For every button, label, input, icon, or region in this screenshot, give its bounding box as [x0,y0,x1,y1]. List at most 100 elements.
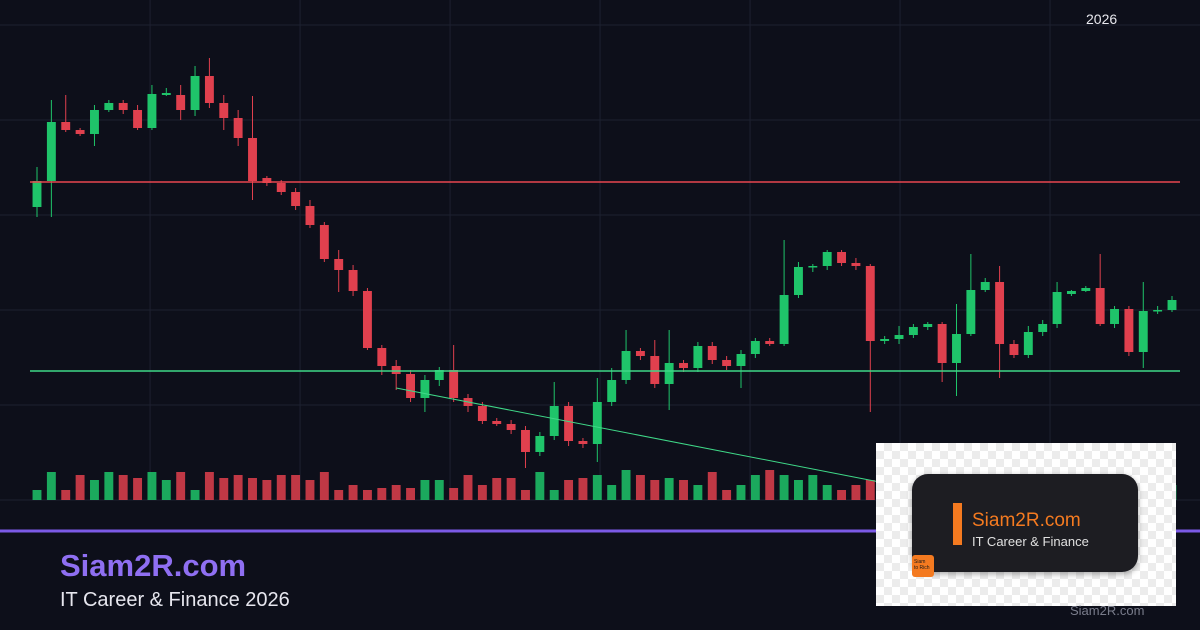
candle-body [779,295,789,344]
volume-bar [334,490,344,500]
candle-body [535,436,545,452]
volume-bar [837,490,847,500]
candle-body [880,339,890,341]
candle-body [276,183,286,192]
candle-body [707,346,717,360]
volume-bar [190,490,200,500]
volume-bar [75,475,85,500]
volume-bar [477,485,487,500]
candle-body [75,130,85,134]
candle-body [851,263,861,266]
candle-body [406,374,415,398]
candle-body [348,270,358,291]
volume-bar [406,488,415,500]
volume-bar [46,472,56,500]
volume-bar [736,485,746,500]
brand-title: Siam2R.com [60,548,247,583]
volume-bar [276,475,286,500]
volume-bar [851,485,861,500]
candle-body [650,356,660,384]
volume-bar [750,475,760,500]
volume-bar [607,485,617,500]
volume-bar [449,488,459,500]
candle-body [894,335,904,339]
candle-body [1110,309,1119,324]
volume-bar [693,485,703,500]
volume-bar [679,480,688,500]
volume-bar [248,478,257,500]
volume-bar [535,472,545,500]
volume-bar [420,480,430,500]
year-label: 2026 [1086,11,1118,27]
candle-body [391,366,401,374]
candle-body [564,406,574,441]
candle-body [937,324,947,363]
volume-bar [707,472,717,500]
volume-bar [147,472,157,500]
watermark: Siam2R.com [1070,603,1145,618]
candle-body [1153,310,1163,312]
candle-body [722,360,732,366]
candle-body [1095,288,1105,324]
icon-text: Siam [914,559,926,565]
candle-body [90,110,99,134]
candle-body [995,282,1005,344]
volume-bar [362,490,372,500]
candle-body [578,441,588,444]
volume-bar [305,480,315,500]
candle-body [334,259,344,270]
volume-bar [233,475,243,500]
candle-body [1124,309,1134,352]
volume-bar [291,475,301,500]
volume-bar [319,472,329,500]
candle-body [822,252,832,266]
candle-body [1052,292,1062,324]
candle-body [104,103,114,110]
candle-body [765,341,775,344]
volume-bar [90,480,99,500]
volume-bar [794,480,803,500]
candle-body [305,206,315,225]
candle-body [1038,324,1048,332]
logo-overlay: Siam2R.com IT Career & Finance Siam to R… [876,443,1176,606]
volume-bar [219,478,229,500]
candle-body [248,138,257,181]
volume-bar [161,480,171,500]
volume-bar [722,490,732,500]
volume-bar [176,472,186,500]
candle-body [233,118,243,138]
candle-body [492,421,502,424]
candle-body [190,76,200,110]
volume-bar [463,475,473,500]
candle-body [664,363,674,384]
logo-title: Siam2R.com [972,510,1081,531]
candle-body [161,93,171,95]
candle-body [133,110,143,128]
candle-body [966,290,976,334]
volume-bar [779,475,789,500]
logo-card: Siam2R.com IT Career & Finance [912,474,1138,572]
volume-bar [578,478,588,500]
volume-bar [506,478,516,500]
candle-body [693,346,703,368]
volume-bar [133,478,143,500]
logo-subtitle: IT Career & Finance [972,534,1089,549]
volume-bar [521,490,530,500]
icon-text: to Rich [914,565,930,571]
candle-body [61,122,71,130]
candle-body [1066,291,1076,294]
candle-body [980,282,990,290]
candle-body [592,402,602,444]
candle-body [1081,288,1091,291]
candle-body [549,406,559,436]
candle-body [808,266,818,268]
volume-bar [549,490,559,500]
brand-subtitle: IT Career & Finance 2026 [60,589,290,611]
candle-body [118,103,128,110]
volume-bar [650,480,660,500]
candle-body [319,225,329,259]
candle-body [750,341,760,354]
candle-body [506,424,516,430]
candle-body [908,327,918,335]
